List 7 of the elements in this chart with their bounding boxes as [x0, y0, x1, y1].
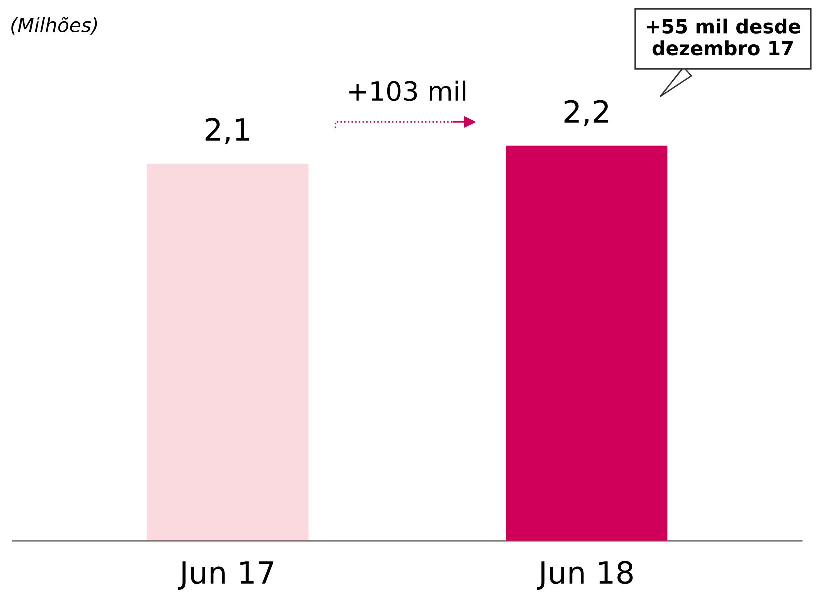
text: (Milhões) — [12, 17, 98, 35]
x-tick-label: Jun 17 — [178, 562, 274, 590]
data-label: 2,1 — [206, 118, 250, 144]
text: +55 mil desde dezembro 17 — [647, 18, 800, 56]
data-label: 2,2 — [564, 100, 608, 126]
x-tick-label: Jun 18 — [537, 561, 633, 590]
text: +103 mil — [350, 80, 466, 102]
